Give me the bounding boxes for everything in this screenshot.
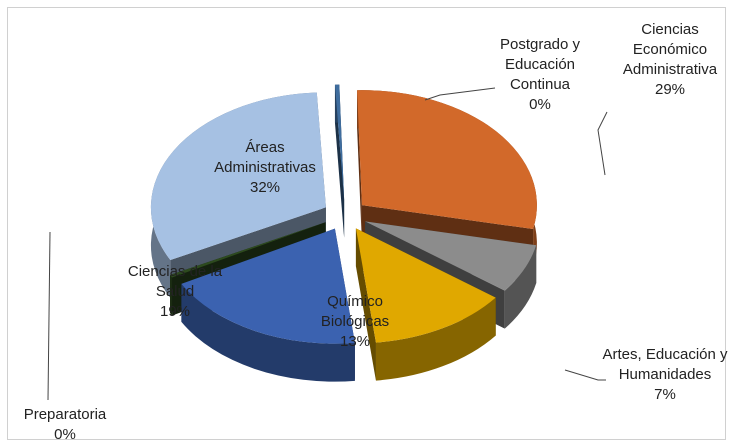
label: Químico Biológicas 13% xyxy=(310,292,400,352)
slice xyxy=(355,228,496,343)
label: Áreas Administrativas 32% xyxy=(195,138,335,198)
category-label: Áreas Administrativas xyxy=(214,139,316,176)
value-label: 7% xyxy=(654,386,676,403)
category-label: Postgrado y Educación Continua xyxy=(499,36,581,93)
value-label: 29% xyxy=(654,81,686,98)
category-label: Ciencias de la Salud xyxy=(127,263,223,300)
slice xyxy=(150,92,326,261)
slice xyxy=(357,90,537,230)
category-label: Artes, Educación y Humanidades xyxy=(602,346,728,383)
chart-frame xyxy=(7,7,726,440)
slice-rim xyxy=(504,245,537,329)
leader-line xyxy=(424,87,496,101)
slice-rim xyxy=(170,274,173,316)
value-label: 0% xyxy=(529,96,551,113)
label: Ciencias Económico Administrativa 29% xyxy=(615,20,725,100)
category-label: Químico Biológicas xyxy=(320,293,390,330)
slice xyxy=(170,222,326,278)
slice xyxy=(334,84,345,200)
label: Artes, Educación y Humanidades 7% xyxy=(600,345,730,405)
leader-line xyxy=(47,231,51,401)
slice-rim xyxy=(181,283,355,382)
value-label: 0% xyxy=(54,426,76,443)
label: Preparatoria 0% xyxy=(10,405,120,445)
slice xyxy=(365,221,537,291)
leader-line xyxy=(564,369,606,381)
slice-side xyxy=(334,84,345,238)
slices xyxy=(150,84,537,382)
slice-side xyxy=(355,228,376,381)
category-label: Ciencias Económico Administrativa xyxy=(622,21,718,78)
value-label: 32% xyxy=(249,179,281,196)
value-label: 19% xyxy=(159,303,191,320)
value-label: 13% xyxy=(339,333,371,350)
category-label: Preparatoria xyxy=(23,406,107,423)
slice xyxy=(181,228,355,344)
slice-side xyxy=(357,90,362,244)
leader-line xyxy=(597,111,608,176)
label: Ciencias de la Salud 19% xyxy=(115,262,235,322)
label: Postgrado y Educación Continua 0% xyxy=(480,35,600,115)
slice-rim xyxy=(375,297,496,381)
